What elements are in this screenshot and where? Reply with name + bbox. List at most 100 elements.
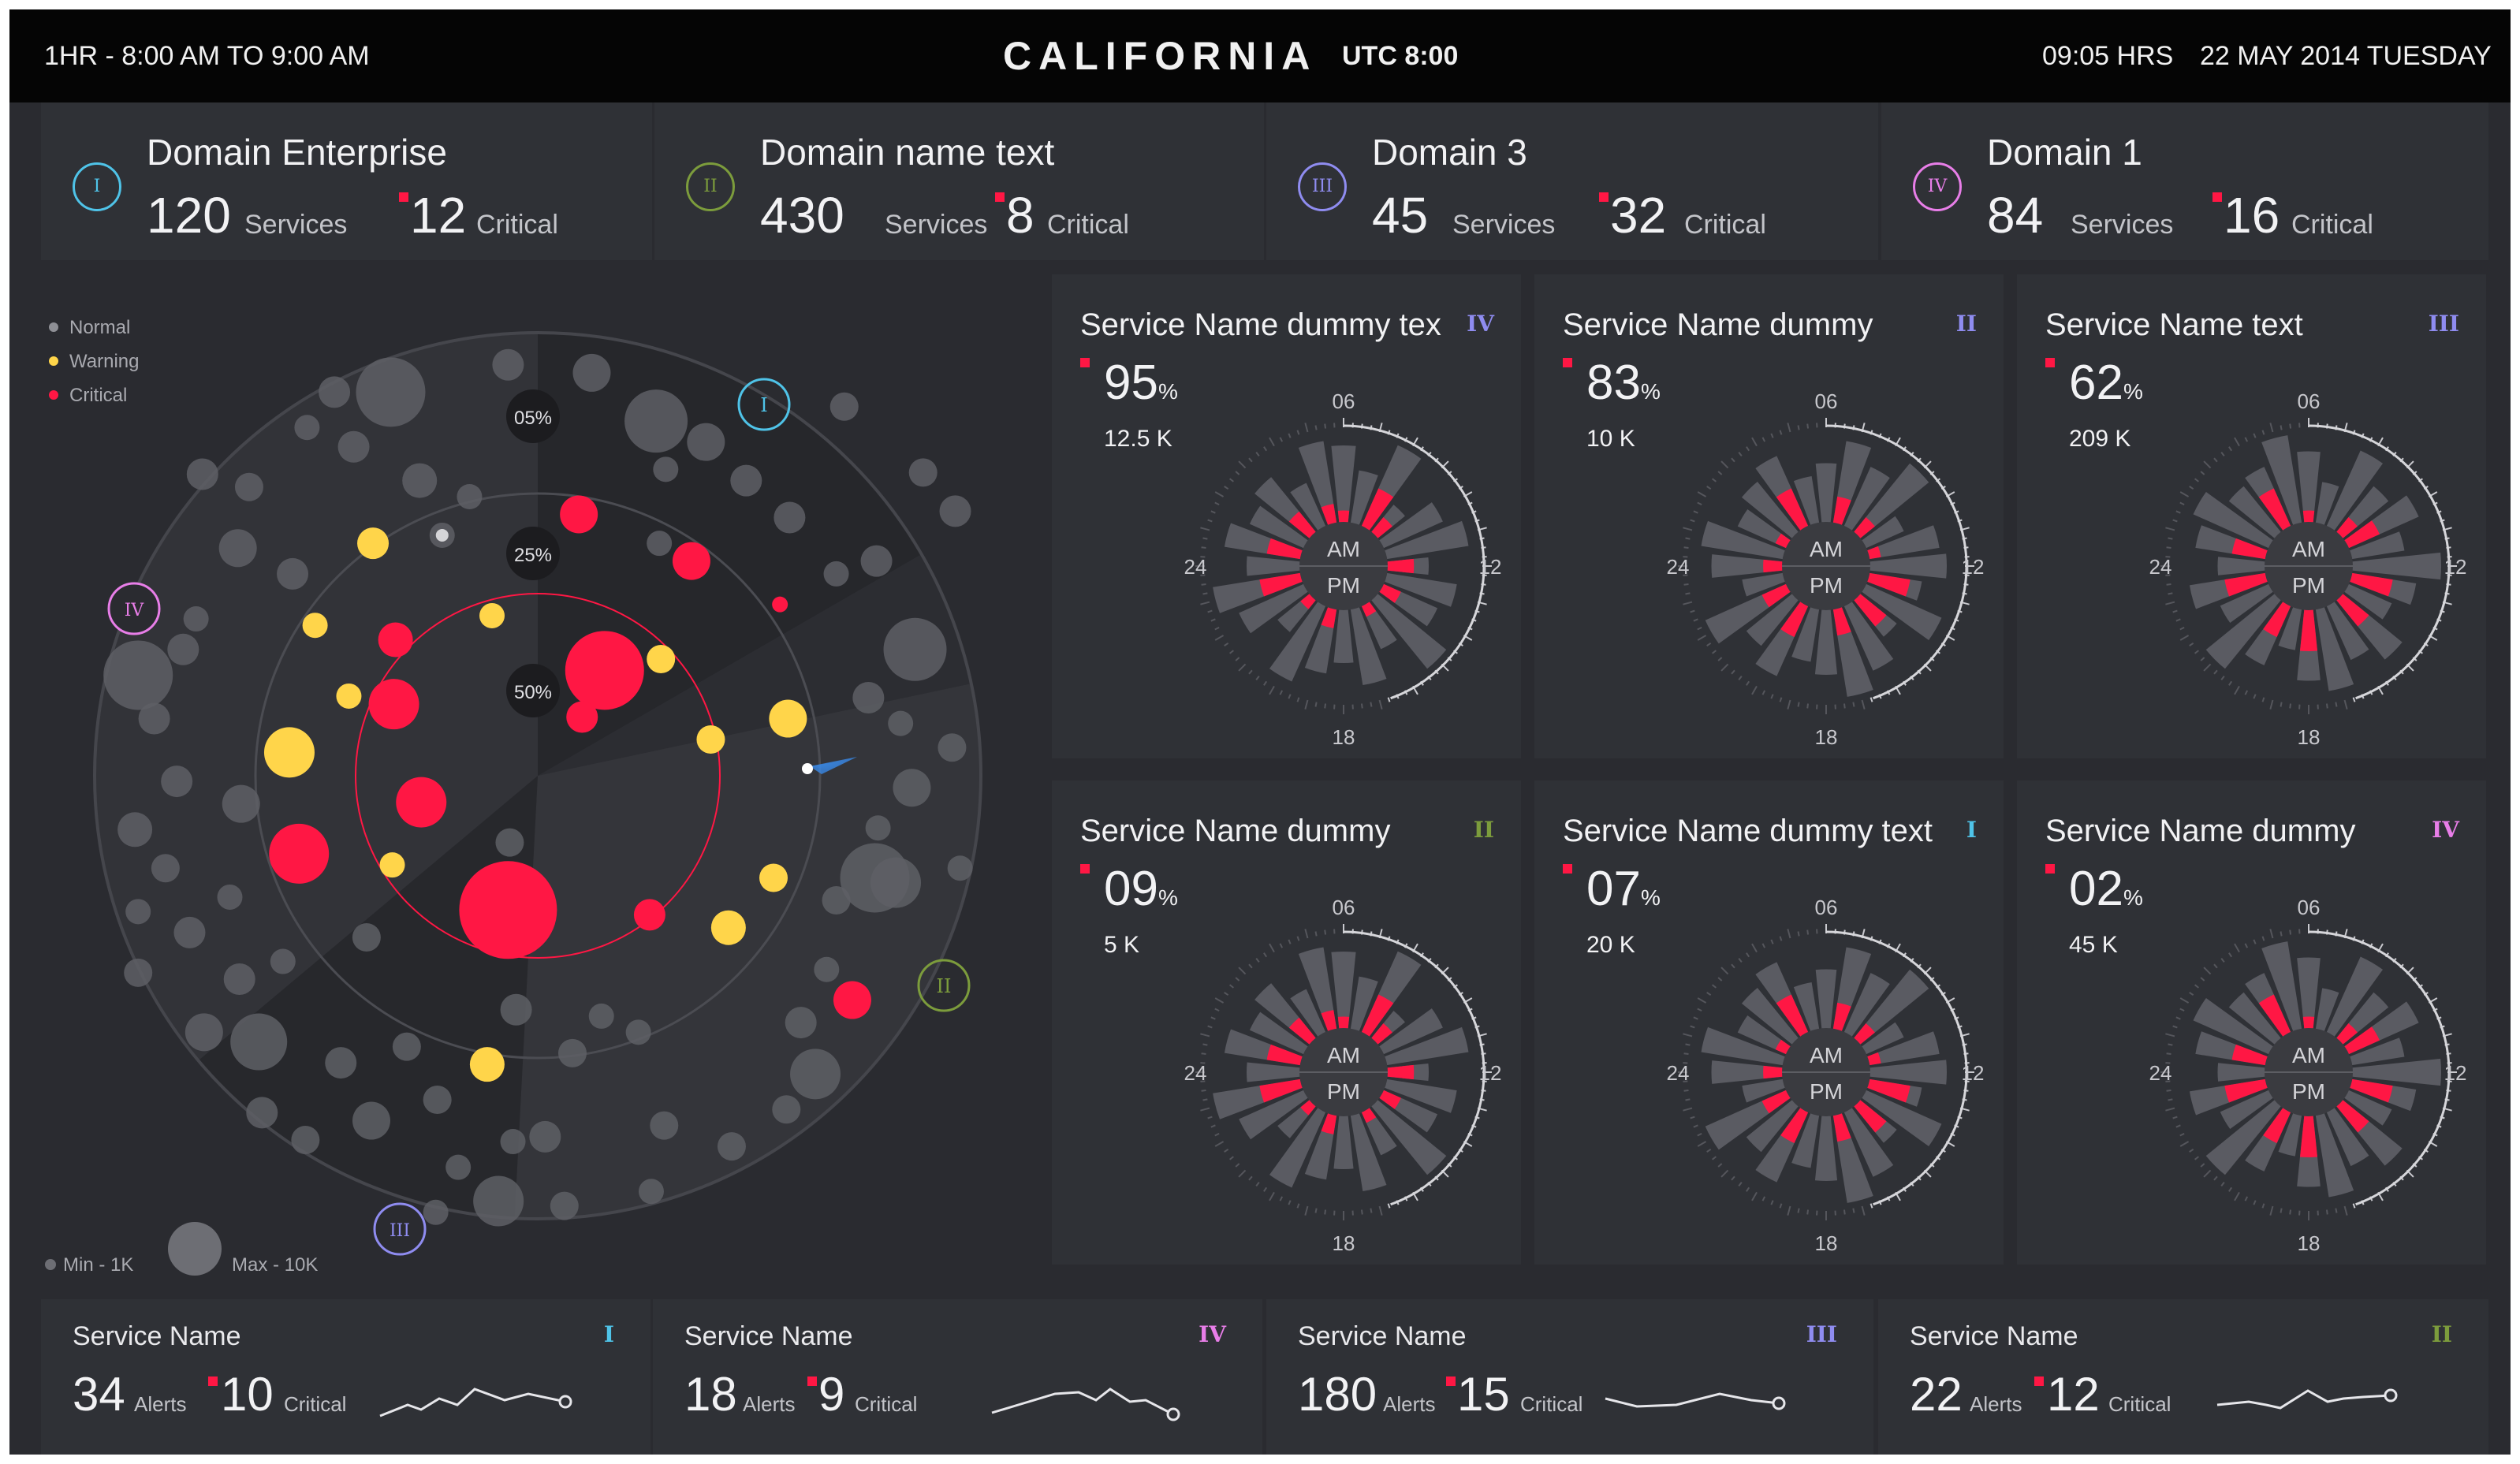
normal-service-dot[interactable] bbox=[325, 1047, 357, 1079]
critical-service-dot[interactable] bbox=[833, 981, 871, 1019]
normal-service-dot[interactable] bbox=[103, 640, 173, 710]
normal-service-dot[interactable] bbox=[423, 1199, 449, 1225]
service-panel[interactable]: Service Name text III 62% 209 K AM PM 06 18… bbox=[2017, 274, 2486, 758]
warning-service-dot[interactable] bbox=[479, 602, 505, 628]
normal-service-dot[interactable] bbox=[650, 1111, 679, 1140]
normal-service-dot[interactable] bbox=[173, 916, 206, 948]
critical-service-dot[interactable] bbox=[566, 701, 598, 733]
normal-service-dot[interactable] bbox=[492, 348, 524, 381]
normal-service-dot[interactable] bbox=[823, 561, 849, 587]
critical-service-dot[interactable] bbox=[633, 899, 665, 931]
critical-service-dot[interactable] bbox=[269, 823, 330, 884]
normal-service-dot[interactable] bbox=[908, 458, 938, 487]
normal-service-dot[interactable] bbox=[392, 1032, 421, 1061]
normal-service-dot[interactable] bbox=[352, 1101, 390, 1140]
normal-service-dot[interactable] bbox=[270, 948, 296, 974]
normal-service-dot[interactable] bbox=[186, 458, 218, 490]
highlight-service-dot[interactable] bbox=[435, 528, 449, 542]
normal-service-dot[interactable] bbox=[860, 545, 893, 577]
normal-service-dot[interactable] bbox=[352, 922, 381, 952]
domain-card-name-text[interactable]: II Domain name text 430 Services 8 Criti… bbox=[654, 102, 1264, 260]
normal-service-dot[interactable] bbox=[625, 1019, 651, 1045]
normal-service-dot[interactable] bbox=[840, 843, 910, 913]
normal-service-dot[interactable] bbox=[638, 1179, 664, 1205]
normal-service-dot[interactable] bbox=[356, 357, 426, 427]
normal-service-dot[interactable] bbox=[218, 529, 257, 568]
normal-service-dot[interactable] bbox=[167, 633, 199, 665]
normal-service-dot[interactable] bbox=[402, 463, 438, 498]
normal-service-dot[interactable] bbox=[730, 464, 762, 497]
warning-service-dot[interactable] bbox=[696, 725, 725, 754]
normal-service-dot[interactable] bbox=[277, 557, 309, 590]
radar-badge-ii[interactable]: II bbox=[917, 959, 971, 1012]
normal-service-dot[interactable] bbox=[500, 993, 532, 1026]
warning-service-dot[interactable] bbox=[357, 527, 390, 560]
normal-service-dot[interactable] bbox=[865, 815, 891, 841]
warning-service-dot[interactable] bbox=[263, 727, 315, 778]
normal-service-dot[interactable] bbox=[717, 1132, 746, 1161]
domain-card-domain-3[interactable]: III Domain 3 45 Services 32 Critical bbox=[1266, 102, 1878, 260]
normal-service-dot[interactable] bbox=[572, 353, 611, 392]
critical-service-dot[interactable] bbox=[560, 495, 598, 534]
domain-card-enterprise[interactable]: I Domain Enterprise 120 Services 12 Crit… bbox=[41, 102, 652, 260]
normal-service-dot[interactable] bbox=[223, 963, 255, 995]
normal-service-dot[interactable] bbox=[117, 812, 153, 847]
normal-service-dot[interactable] bbox=[246, 1097, 278, 1129]
normal-service-dot[interactable] bbox=[774, 501, 806, 534]
normal-service-dot[interactable] bbox=[829, 392, 859, 421]
normal-service-dot[interactable] bbox=[151, 854, 180, 883]
normal-service-dot[interactable] bbox=[500, 1129, 526, 1155]
normal-service-dot[interactable] bbox=[138, 702, 170, 735]
normal-service-dot[interactable] bbox=[558, 1038, 587, 1067]
normal-service-dot[interactable] bbox=[687, 423, 725, 461]
normal-service-dot[interactable] bbox=[319, 376, 351, 408]
normal-service-dot[interactable] bbox=[222, 784, 260, 823]
normal-service-dot[interactable] bbox=[888, 710, 914, 736]
critical-service-dot[interactable] bbox=[396, 777, 447, 828]
radar-badge-iii[interactable]: III bbox=[373, 1202, 427, 1256]
normal-service-dot[interactable] bbox=[217, 884, 243, 910]
normal-service-dot[interactable] bbox=[893, 769, 931, 807]
alert-card[interactable]: Service Name IV 18 Alerts 9 Critical bbox=[653, 1299, 1262, 1455]
normal-service-dot[interactable] bbox=[529, 1120, 561, 1153]
alert-card[interactable]: Service Name III 180 Alerts 15 Critical bbox=[1266, 1299, 1873, 1455]
warning-service-dot[interactable] bbox=[302, 613, 328, 639]
normal-service-dot[interactable] bbox=[125, 899, 151, 925]
service-panel[interactable]: Service Name dummy II 83% 10 K AM PM 06 18 1… bbox=[1534, 274, 2004, 758]
alert-card[interactable]: Service Name II 22 Alerts 12 Critical bbox=[1878, 1299, 2488, 1455]
critical-service-dot[interactable] bbox=[378, 622, 413, 657]
normal-service-dot[interactable] bbox=[291, 1126, 320, 1154]
radar-badge-i[interactable]: I bbox=[737, 378, 791, 431]
normal-service-dot[interactable] bbox=[822, 886, 851, 915]
normal-service-dot[interactable] bbox=[624, 389, 688, 453]
service-panel[interactable]: Service Name dummy IV 02% 45 K AM PM 06 18 1… bbox=[2017, 780, 2486, 1265]
warning-service-dot[interactable] bbox=[769, 699, 807, 738]
normal-service-dot[interactable] bbox=[653, 456, 679, 482]
normal-service-dot[interactable] bbox=[294, 415, 320, 441]
normal-service-dot[interactable] bbox=[647, 531, 673, 557]
normal-service-dot[interactable] bbox=[947, 855, 973, 881]
normal-service-dot[interactable] bbox=[183, 606, 209, 632]
warning-service-dot[interactable] bbox=[647, 645, 676, 674]
normal-service-dot[interactable] bbox=[445, 1154, 472, 1180]
normal-service-dot[interactable] bbox=[772, 1095, 801, 1124]
warning-service-dot[interactable] bbox=[379, 852, 405, 878]
normal-service-dot[interactable] bbox=[883, 617, 947, 681]
normal-service-dot[interactable] bbox=[337, 430, 370, 463]
normal-service-dot[interactable] bbox=[588, 1003, 614, 1029]
normal-service-dot[interactable] bbox=[185, 1013, 223, 1052]
service-panel[interactable]: Service Name dummy tex IV 95% 12.5 K AM P… bbox=[1052, 274, 1521, 758]
warning-service-dot[interactable] bbox=[710, 910, 746, 945]
normal-service-dot[interactable] bbox=[234, 472, 263, 501]
normal-service-dot[interactable] bbox=[939, 495, 971, 527]
normal-service-dot[interactable] bbox=[423, 1086, 452, 1114]
critical-service-dot[interactable] bbox=[772, 596, 788, 613]
critical-service-dot[interactable] bbox=[672, 542, 710, 580]
normal-service-dot[interactable] bbox=[161, 766, 193, 798]
normal-service-dot[interactable] bbox=[814, 956, 840, 982]
normal-service-dot[interactable] bbox=[852, 682, 885, 713]
service-panel[interactable]: Service Name dummy II 09% 5 K AM PM 06 18 12… bbox=[1052, 780, 1521, 1265]
critical-service-dot[interactable] bbox=[368, 679, 419, 730]
service-panel[interactable]: Service Name dummy text I 07% 20 K AM PM 0… bbox=[1534, 780, 2004, 1265]
normal-service-dot[interactable] bbox=[230, 1013, 288, 1071]
